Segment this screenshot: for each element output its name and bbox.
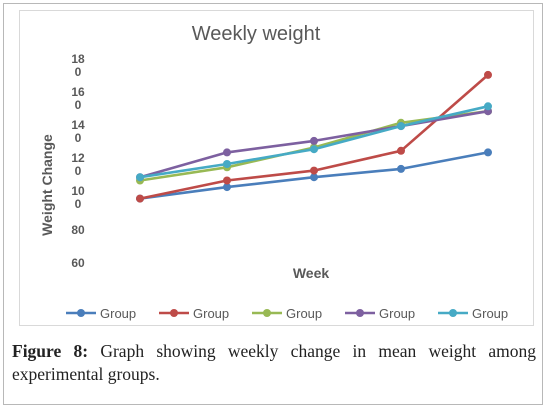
data-point bbox=[136, 173, 144, 181]
legend-item: Group bbox=[345, 306, 415, 321]
data-point bbox=[310, 137, 318, 145]
y-tick-label: 10 0 bbox=[71, 184, 85, 211]
y-axis-ticks: 18 0 16 0 14 0 12 0 10 0 80 60 bbox=[71, 52, 85, 270]
series-1 bbox=[136, 148, 492, 202]
series-2 bbox=[136, 71, 492, 203]
chart-area: Weekly weight Weight Change Week 18 0 16 0 1… bbox=[19, 10, 534, 326]
legend-item: Group bbox=[438, 306, 508, 321]
y-tick-label: 80 bbox=[71, 223, 85, 237]
legend-item: Group bbox=[159, 306, 229, 321]
y-tick-label: 60 bbox=[71, 256, 85, 270]
legend: Group Group Group Group Group bbox=[66, 306, 508, 321]
caption-label: Figure 8: bbox=[12, 341, 88, 361]
data-point bbox=[397, 122, 405, 130]
y-axis-label: Weight Change bbox=[39, 134, 55, 236]
legend-swatch-marker bbox=[356, 309, 364, 317]
y-tick-label: 12 0 bbox=[71, 151, 85, 178]
data-point bbox=[136, 195, 144, 203]
series-lines bbox=[136, 71, 492, 203]
data-point bbox=[310, 167, 318, 175]
legend-label: Group bbox=[379, 306, 415, 321]
y-tick-label: 16 0 bbox=[71, 85, 85, 112]
data-point bbox=[397, 165, 405, 173]
legend-item: Group bbox=[66, 306, 136, 321]
legend-swatch-marker bbox=[77, 309, 85, 317]
caption-text: Graph showing weekly change in mean weig… bbox=[12, 341, 536, 384]
data-point bbox=[484, 148, 492, 156]
x-axis-label: Week bbox=[293, 265, 330, 281]
data-point bbox=[484, 102, 492, 110]
y-tick-label: 14 0 bbox=[71, 118, 85, 145]
data-point bbox=[310, 145, 318, 153]
legend-swatch-marker bbox=[263, 309, 271, 317]
legend-item: Group bbox=[252, 306, 322, 321]
legend-label: Group bbox=[472, 306, 508, 321]
legend-swatch-marker bbox=[449, 309, 457, 317]
legend-label: Group bbox=[193, 306, 229, 321]
legend-label: Group bbox=[286, 306, 322, 321]
line-chart: Weekly weight Weight Change Week 18 016 01… bbox=[20, 11, 535, 327]
figure-caption: Figure 8: Graph showing weekly change in… bbox=[12, 340, 536, 386]
data-point bbox=[397, 147, 405, 155]
y-tick-label: 18 0 bbox=[71, 52, 85, 79]
legend-swatch-marker bbox=[170, 309, 178, 317]
legend-label: Group bbox=[100, 306, 136, 321]
data-point bbox=[223, 177, 231, 185]
chart-title: Weekly weight bbox=[192, 23, 321, 45]
data-point bbox=[223, 148, 231, 156]
data-point bbox=[223, 160, 231, 168]
data-point bbox=[484, 71, 492, 79]
figure: Weekly weight Weight Change Week 18 0 16 0 1… bbox=[3, 3, 543, 405]
